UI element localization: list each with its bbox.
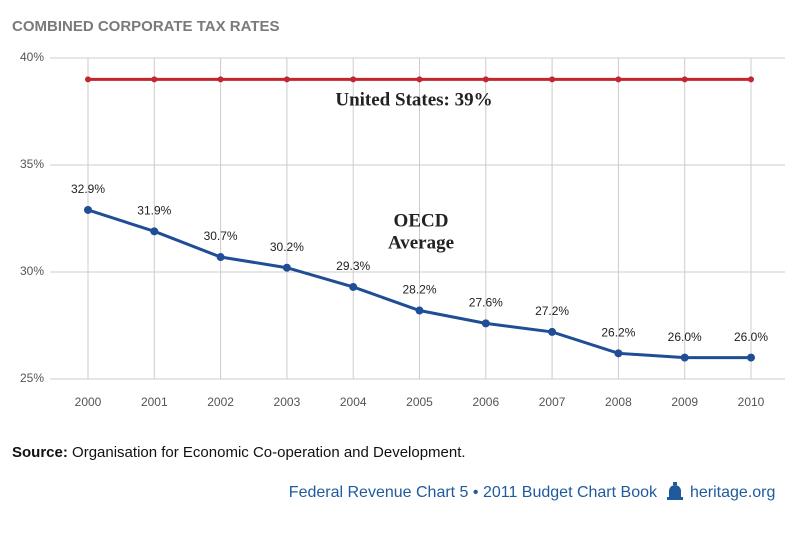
- point: [748, 76, 754, 83]
- point: [84, 205, 92, 214]
- data-label: 28.2%: [402, 283, 436, 297]
- source-label: Source:: [12, 444, 68, 461]
- x-tick-label: 2009: [671, 395, 698, 409]
- point: [282, 263, 291, 272]
- source-text: Organisation for Economic Co-operation a…: [72, 444, 466, 461]
- x-tick-label: 2010: [738, 395, 765, 409]
- x-tick-label: 2002: [207, 395, 234, 409]
- point: [216, 253, 225, 262]
- point: [350, 76, 357, 83]
- data-label: 30.7%: [204, 229, 238, 243]
- point: [151, 76, 158, 83]
- y-tick-label: 25%: [20, 371, 44, 385]
- x-tick-label: 2008: [605, 395, 632, 409]
- chart-title: COMBINED CORPORATE TAX RATES: [12, 18, 280, 35]
- x-tick-label: 2000: [75, 395, 102, 409]
- footer-text: Federal Revenue Chart 5 • 2011 Budget Ch…: [289, 484, 658, 501]
- data-label: 31.9%: [137, 204, 171, 218]
- data-label: 30.2%: [270, 240, 304, 254]
- annotation: OECD: [394, 210, 449, 231]
- x-tick-label: 2001: [141, 395, 168, 409]
- data-label: 26.0%: [668, 330, 702, 344]
- data-label: 27.2%: [535, 304, 569, 318]
- x-tick-label: 2006: [472, 395, 499, 409]
- point: [681, 76, 688, 83]
- point: [614, 349, 623, 358]
- x-tick-label: 2005: [406, 395, 433, 409]
- point: [549, 76, 556, 83]
- source: Source: Organisation for Economic Co-ope…: [12, 444, 466, 461]
- footer-site: heritage.org: [690, 484, 775, 501]
- point: [217, 76, 224, 83]
- x-tick-label: 2007: [539, 395, 566, 409]
- data-label: 26.0%: [734, 330, 768, 344]
- annotation: United States: 39%: [335, 89, 492, 110]
- y-tick-label: 40%: [20, 50, 44, 64]
- point: [680, 353, 689, 362]
- y-tick-label: 35%: [20, 157, 44, 171]
- point: [416, 76, 423, 83]
- point: [85, 76, 91, 83]
- point: [415, 306, 424, 315]
- data-label: 29.3%: [336, 259, 370, 273]
- y-tick-label: 30%: [20, 264, 44, 278]
- point: [283, 76, 290, 83]
- point: [747, 353, 755, 362]
- point: [481, 319, 490, 328]
- bell-icon: [667, 482, 683, 500]
- annotation: Average: [388, 232, 454, 253]
- point: [548, 327, 557, 336]
- x-tick-label: 2004: [340, 395, 367, 409]
- point: [150, 227, 159, 236]
- point: [615, 76, 622, 83]
- x-tick-label: 2003: [274, 395, 301, 409]
- data-label: 27.6%: [469, 296, 503, 310]
- data-label: 32.9%: [71, 182, 105, 196]
- point: [482, 76, 489, 83]
- data-label: 26.2%: [601, 325, 635, 339]
- point: [349, 282, 358, 291]
